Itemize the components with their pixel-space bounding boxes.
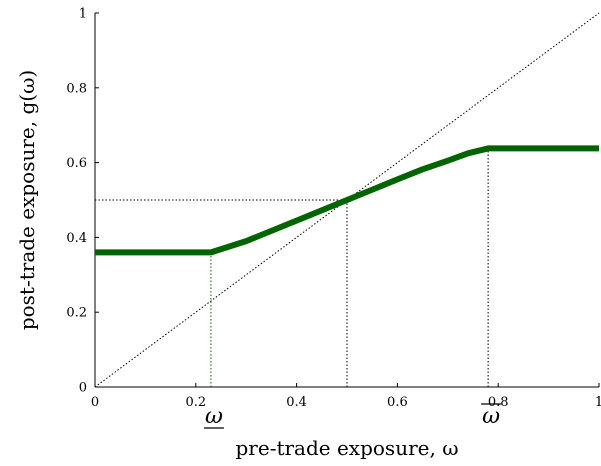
omega-upper-label: ω [482,404,500,429]
x-axis-label: pre-trade exposure, ω [236,436,459,460]
x-tick-label: 1 [595,395,601,410]
reference-lines [94,12,600,388]
x-tick-label: 0.2 [185,395,206,410]
y-tick-label: 0.8 [66,81,87,96]
y-axis-label: post-trade exposure, g(ω) [15,70,39,330]
g-omega-curve [95,145,599,256]
y-tick-label: 1 [79,7,87,22]
omega-lower-label: ω [205,404,223,429]
x-tick-label: 0.8 [488,395,509,410]
series-layer [95,145,599,256]
x-tick-label: 0.4 [286,395,307,410]
x-tick-label: 0 [91,395,99,410]
y-tick-label: 0.2 [66,306,87,321]
tick-labels: 0 0.2 0.4 0.6 0.8 1 0 0.2 0.4 0.6 0.8 1 [66,7,601,411]
y-tick-label: 0 [79,381,87,396]
y-tick-label: 0.6 [66,156,87,171]
x-tick-label: 0.6 [387,395,408,410]
y-tick-label: 0.4 [66,231,87,246]
